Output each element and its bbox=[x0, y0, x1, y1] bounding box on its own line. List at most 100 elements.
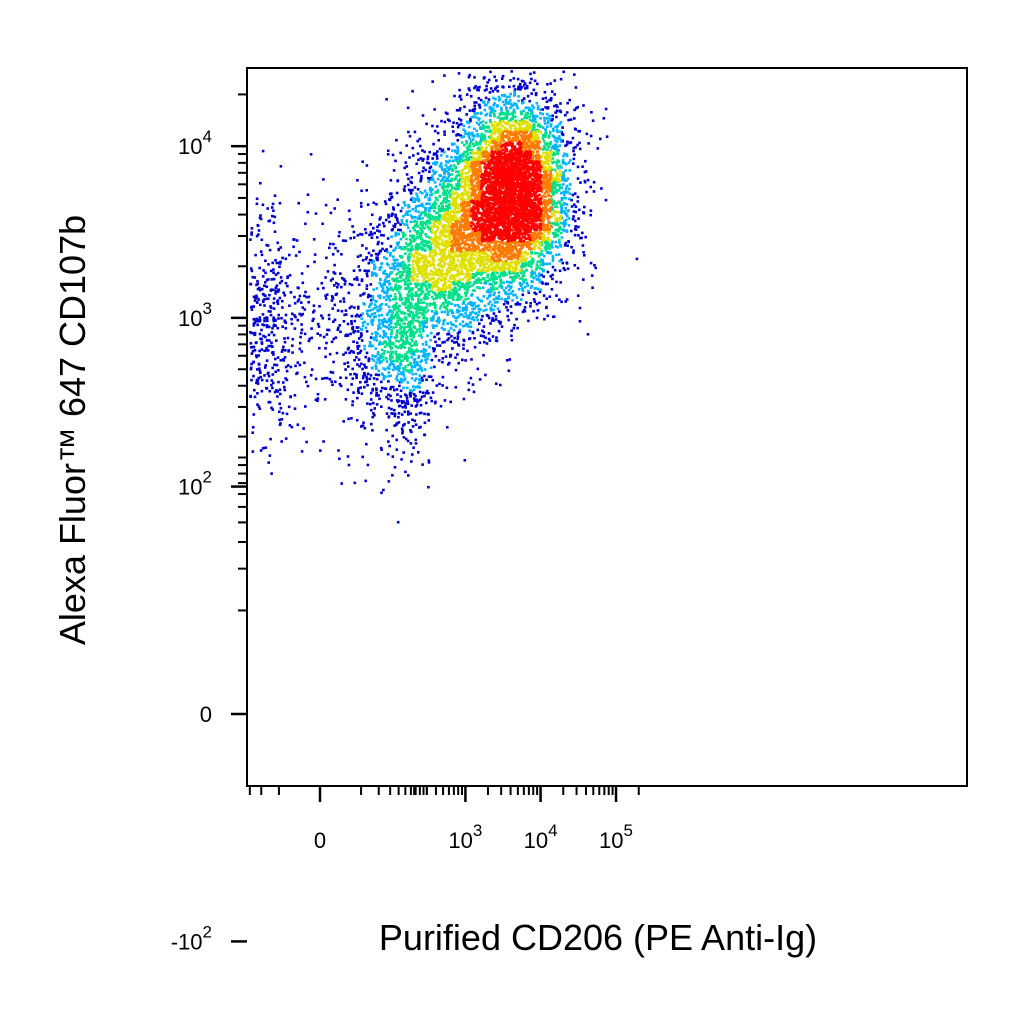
data-point bbox=[452, 328, 456, 332]
data-point bbox=[427, 352, 431, 356]
data-point bbox=[477, 150, 481, 154]
data-point bbox=[249, 267, 253, 270]
data-point bbox=[260, 378, 264, 382]
data-point bbox=[551, 157, 554, 160]
data-point bbox=[469, 151, 472, 155]
data-point bbox=[442, 182, 445, 186]
data-point bbox=[390, 360, 393, 363]
data-point bbox=[402, 370, 405, 373]
data-point bbox=[438, 307, 442, 310]
data-point bbox=[510, 123, 514, 127]
data-point bbox=[490, 134, 493, 137]
data-point bbox=[553, 147, 556, 150]
data-point bbox=[424, 221, 428, 225]
data-point bbox=[418, 137, 421, 141]
data-point bbox=[435, 154, 439, 158]
data-point bbox=[465, 166, 468, 169]
data-point bbox=[344, 280, 347, 283]
data-point bbox=[396, 271, 400, 275]
data-point bbox=[423, 355, 427, 358]
data-point bbox=[387, 263, 390, 267]
data-point bbox=[303, 294, 306, 298]
data-point bbox=[492, 280, 495, 283]
data-point bbox=[454, 166, 457, 169]
data-point bbox=[310, 368, 314, 371]
data-point bbox=[479, 258, 483, 262]
data-point bbox=[428, 177, 432, 181]
data-point bbox=[305, 440, 308, 444]
data-point bbox=[409, 241, 413, 245]
data-point bbox=[260, 238, 264, 242]
data-point bbox=[417, 334, 421, 337]
data-point bbox=[529, 265, 533, 269]
data-point bbox=[428, 170, 431, 173]
data-point bbox=[448, 291, 452, 294]
data-point bbox=[469, 302, 473, 305]
data-point bbox=[414, 307, 417, 310]
data-point bbox=[437, 337, 441, 341]
data-point bbox=[559, 214, 563, 218]
data-point bbox=[489, 70, 492, 74]
data-point bbox=[435, 252, 438, 256]
data-point bbox=[446, 322, 449, 325]
data-point bbox=[392, 359, 396, 363]
data-point bbox=[445, 197, 448, 200]
data-point bbox=[435, 285, 439, 288]
data-point bbox=[407, 369, 411, 372]
data-point bbox=[254, 297, 257, 300]
data-point bbox=[542, 151, 545, 155]
data-point bbox=[417, 198, 421, 201]
data-point bbox=[301, 306, 305, 309]
data-point bbox=[443, 328, 446, 331]
data-point bbox=[558, 173, 562, 177]
data-point bbox=[532, 131, 536, 134]
data-point bbox=[508, 358, 512, 361]
data-point bbox=[572, 251, 575, 255]
data-point bbox=[563, 152, 566, 156]
data-point bbox=[533, 245, 536, 249]
data-point bbox=[536, 287, 540, 291]
data-point bbox=[401, 431, 404, 435]
data-point bbox=[468, 73, 472, 77]
data-point bbox=[439, 174, 443, 177]
data-point bbox=[382, 272, 386, 275]
data-point bbox=[482, 77, 486, 80]
data-point bbox=[545, 117, 549, 120]
data-point bbox=[380, 348, 384, 352]
data-point bbox=[470, 317, 474, 320]
data-point bbox=[532, 276, 536, 280]
data-point bbox=[430, 331, 433, 335]
data-point bbox=[530, 250, 533, 254]
data-point bbox=[433, 231, 437, 234]
data-point bbox=[487, 302, 490, 306]
data-point bbox=[578, 130, 581, 133]
data-point bbox=[411, 333, 414, 336]
data-point bbox=[515, 128, 519, 132]
data-point bbox=[272, 307, 276, 310]
data-point bbox=[414, 291, 418, 295]
data-point bbox=[552, 192, 556, 196]
data-point bbox=[416, 385, 420, 389]
data-point bbox=[264, 281, 267, 284]
data-point bbox=[441, 273, 445, 276]
data-point bbox=[403, 355, 406, 359]
data-point bbox=[307, 300, 310, 304]
data-point bbox=[368, 258, 372, 262]
data-point bbox=[409, 247, 413, 250]
data-point bbox=[383, 317, 386, 321]
data-point bbox=[444, 248, 447, 251]
data-point bbox=[252, 324, 256, 327]
data-point bbox=[272, 297, 276, 300]
data-point bbox=[352, 391, 355, 394]
data-point bbox=[255, 234, 259, 238]
data-point bbox=[511, 114, 515, 118]
data-point bbox=[259, 288, 262, 292]
data-point bbox=[415, 413, 418, 416]
data-point bbox=[494, 97, 497, 101]
data-point bbox=[410, 356, 413, 359]
data-point bbox=[544, 230, 547, 233]
data-point bbox=[441, 341, 444, 344]
data-point bbox=[430, 225, 433, 228]
data-point bbox=[540, 273, 543, 277]
data-point bbox=[421, 149, 424, 152]
